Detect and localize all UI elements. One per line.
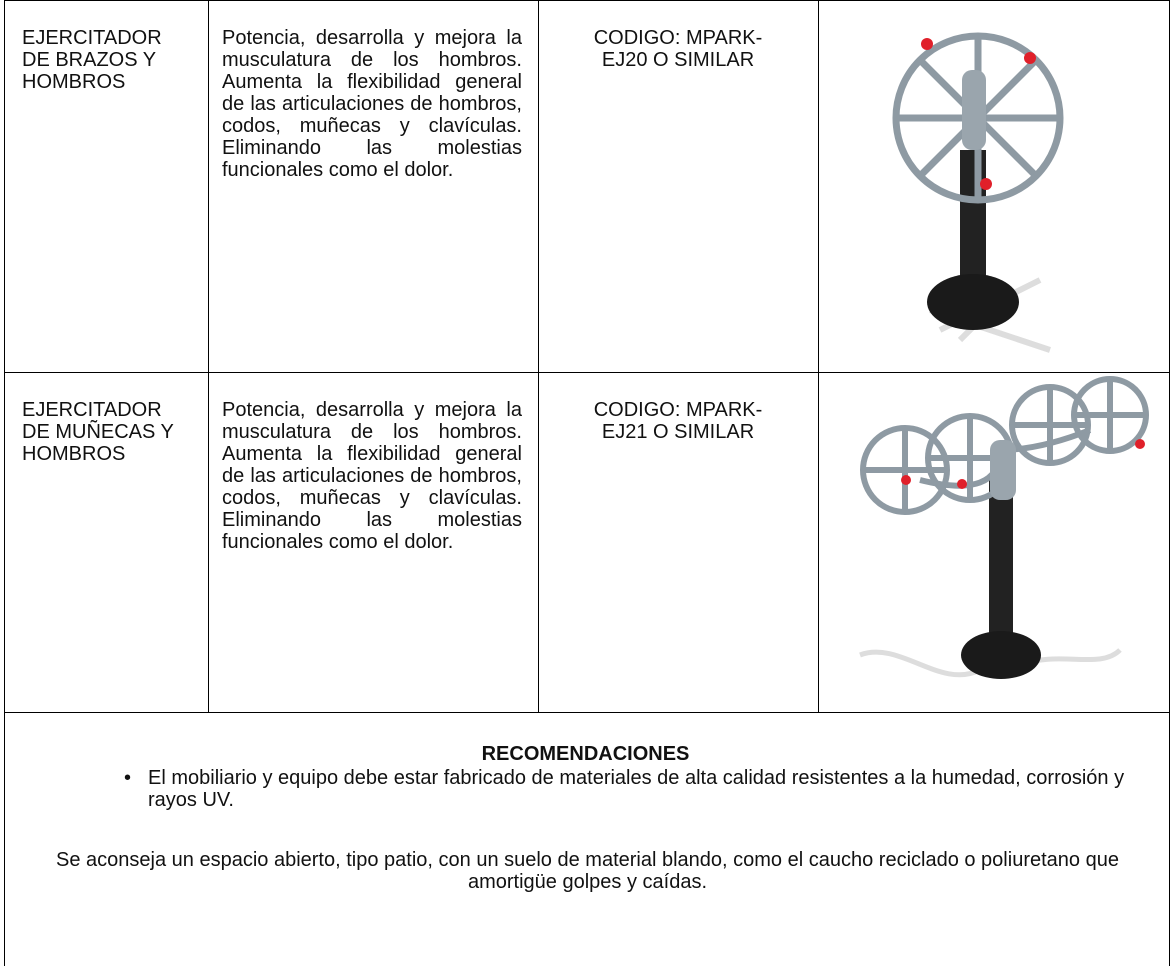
bullet-dot: • (124, 767, 132, 789)
border (818, 0, 819, 712)
code-cell: CODIGO: MPARK-EJ21 O SIMILAR (548, 399, 808, 443)
equipment-code: CODIGO: MPARK-EJ21 O SIMILAR (593, 399, 763, 443)
equipment-description: Potencia, desarrolla y mejora la muscula… (222, 399, 522, 553)
note-text: Se aconseja un espacio abierto, tipo pat… (56, 849, 1119, 893)
border (4, 712, 1170, 713)
equipment-description: Potencia, desarrolla y mejora la muscula… (222, 27, 522, 181)
section-title: RECOMENDACIONES (481, 743, 690, 765)
border (1169, 0, 1170, 966)
equipment-name: EJERCITADOR DE BRAZOS Y HOMBROS (22, 27, 162, 93)
equipment-image (892, 32, 1064, 353)
border (4, 372, 1170, 373)
equipment-images (859, 32, 1149, 679)
border (4, 0, 5, 966)
border (4, 0, 1170, 1)
border (208, 0, 209, 712)
code-cell: CODIGO: MPARK-EJ20 O SIMILAR (548, 27, 808, 71)
equipment-image (859, 376, 1149, 679)
border (538, 0, 539, 712)
equipment-code: CODIGO: MPARK-EJ20 O SIMILAR (593, 27, 763, 71)
bullet-text: El mobiliario y equipo debe estar fabric… (148, 767, 1125, 811)
equipment-name: EJERCITADOR DE MUÑECAS Y HOMBROS (22, 399, 174, 465)
